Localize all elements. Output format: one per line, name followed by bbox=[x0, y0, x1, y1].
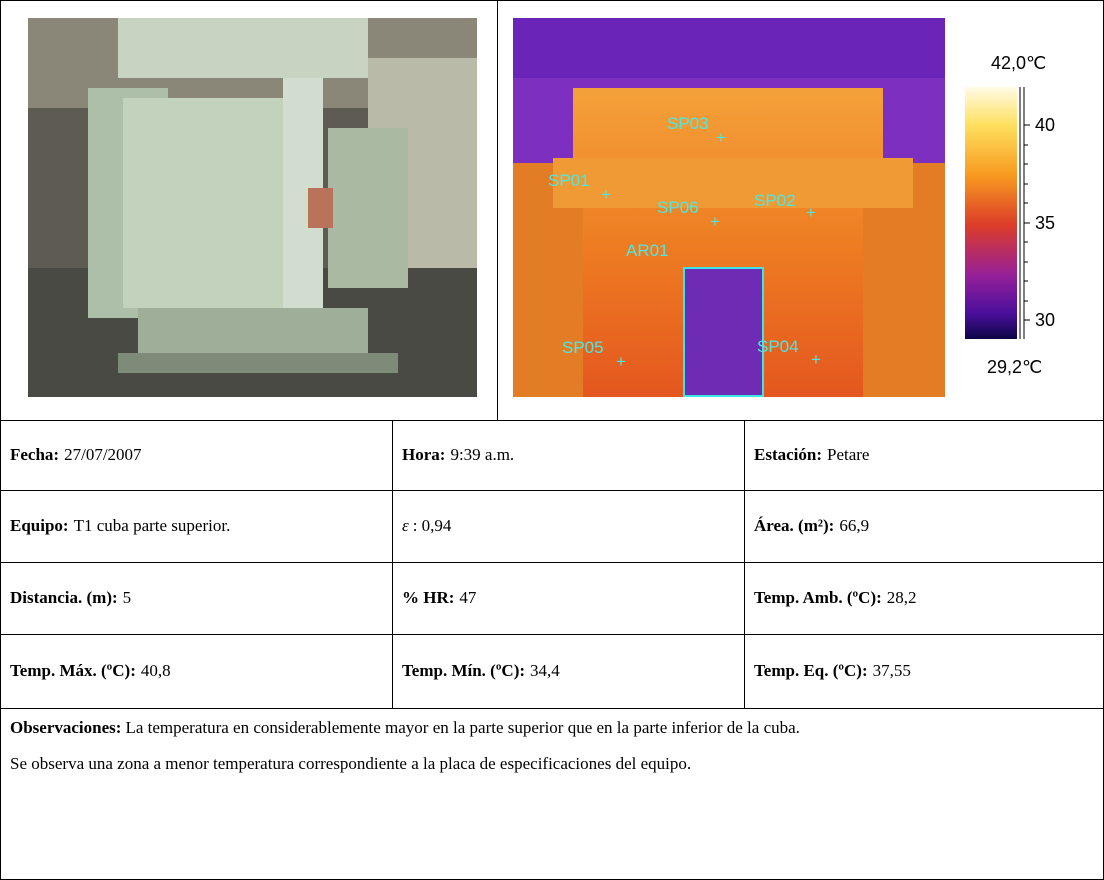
table-cell: Temp. Amb. (ºC): 28,2 bbox=[744, 562, 1104, 634]
scale-max: 42,0℃ bbox=[991, 53, 1046, 73]
border bbox=[0, 0, 1104, 1]
field-label: Distancia. (m): bbox=[10, 588, 118, 607]
field-label: % HR: bbox=[402, 588, 455, 607]
border bbox=[497, 0, 498, 420]
table-cell: Temp. Mín. (ºC): 34,4 bbox=[392, 634, 744, 708]
field-value: : 0,94 bbox=[412, 516, 452, 535]
equipment-photo bbox=[28, 18, 477, 397]
scale-tick: 35 bbox=[1035, 213, 1055, 233]
marker-cross: + bbox=[601, 185, 611, 204]
field-label: Fecha: bbox=[10, 445, 60, 464]
border bbox=[392, 420, 393, 708]
field-value: 27/07/2007 bbox=[64, 445, 142, 464]
field-value: 5 bbox=[122, 588, 132, 607]
table-cell: Hora: 9:39 a.m. bbox=[392, 420, 744, 490]
border bbox=[0, 420, 1104, 421]
marker-label: SP05 bbox=[562, 338, 604, 357]
table-cell: Equipo: T1 cuba parte superior. bbox=[0, 490, 392, 562]
color-scale bbox=[965, 87, 1017, 339]
field-value: 40,8 bbox=[140, 661, 171, 680]
thermal-image: SP03 + SP01 + SP06 + SP02 + AR01 SP05 + … bbox=[513, 18, 1085, 397]
border bbox=[0, 490, 1104, 491]
field-label: Temp. Eq. (ºC): bbox=[754, 661, 868, 680]
border bbox=[0, 708, 1104, 709]
field-value: 34,4 bbox=[530, 661, 560, 680]
field-value: 66,9 bbox=[839, 516, 870, 535]
observations-note: Se observa una zona a menor temperatura … bbox=[10, 754, 692, 773]
border bbox=[0, 634, 1104, 635]
table-cell: ε: 0,94 bbox=[392, 490, 744, 562]
scale-tick: 30 bbox=[1035, 310, 1055, 330]
field-label: Equipo: bbox=[10, 516, 69, 535]
field-value: Petare bbox=[827, 445, 870, 464]
marker-cross: + bbox=[716, 128, 726, 147]
marker-cross: + bbox=[806, 203, 816, 222]
field-label: Temp. Mín. (ºC): bbox=[402, 661, 526, 680]
field-value: 47 bbox=[459, 588, 477, 607]
table-cell: Área. (m²): 66,9 bbox=[744, 490, 1104, 562]
field-value: 37,55 bbox=[872, 661, 911, 680]
table-cell: Estación: Petare bbox=[744, 420, 1104, 490]
marker-label: SP01 bbox=[548, 171, 590, 190]
area-label: AR01 bbox=[626, 241, 669, 260]
scale-tick: 40 bbox=[1035, 115, 1055, 135]
table-cell: Temp. Eq. (ºC): 37,55 bbox=[744, 634, 1104, 708]
field-value: T1 cuba parte superior. bbox=[73, 516, 231, 535]
table-cell: % HR: 47 bbox=[392, 562, 744, 634]
marker-label: SP04 bbox=[757, 337, 799, 356]
field-label: Temp. Máx. (ºC): bbox=[10, 661, 136, 680]
border bbox=[0, 0, 1, 880]
table-cell: Distancia. (m): 5 bbox=[0, 562, 392, 634]
field-label: Estación: bbox=[754, 445, 822, 464]
table-cell: Temp. Máx. (ºC): 40,8 bbox=[0, 634, 392, 708]
field-value: 28,2 bbox=[886, 588, 917, 607]
marker-label: SP03 bbox=[667, 114, 709, 133]
field-label: Hora: bbox=[402, 445, 446, 464]
marker-cross: + bbox=[710, 212, 720, 231]
observations: Observaciones: La temperatura en consider… bbox=[10, 710, 1092, 782]
marker-cross: + bbox=[811, 350, 821, 369]
observations-label: Observaciones: bbox=[10, 718, 122, 737]
field-label: Área. (m²): bbox=[754, 516, 835, 535]
border bbox=[744, 420, 745, 708]
marker-cross: + bbox=[616, 352, 626, 371]
observations-text: La temperatura en considerablemente mayo… bbox=[125, 718, 800, 737]
scale-min: 29,2℃ bbox=[987, 357, 1042, 377]
marker-label: SP06 bbox=[657, 198, 699, 217]
field-value: 9:39 a.m. bbox=[450, 445, 515, 464]
border bbox=[0, 562, 1104, 563]
field-label: Temp. Amb. (ºC): bbox=[754, 588, 882, 607]
field-label: ε bbox=[402, 516, 409, 535]
table-cell: Fecha: 27/07/2007 bbox=[0, 420, 392, 490]
marker-label: SP02 bbox=[754, 191, 796, 210]
